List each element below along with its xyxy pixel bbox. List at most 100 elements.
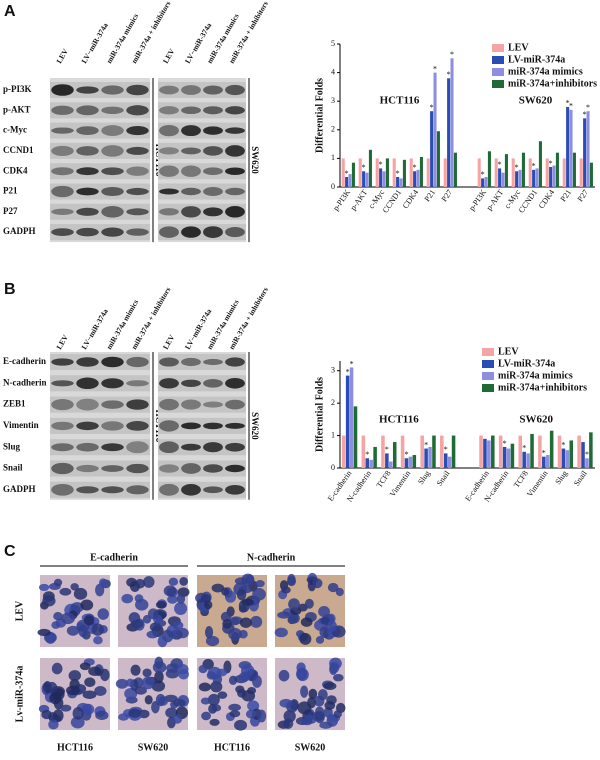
nucleus xyxy=(234,719,248,731)
nucleus xyxy=(176,664,189,675)
nucleus xyxy=(126,678,135,687)
bar xyxy=(504,154,508,187)
cell-line-label: SW620 xyxy=(138,742,169,753)
nucleus xyxy=(147,608,159,620)
bar xyxy=(581,442,585,468)
nucleus xyxy=(318,689,328,701)
nucleus xyxy=(209,718,220,726)
bar xyxy=(408,456,413,468)
blot-band xyxy=(126,441,149,454)
bar xyxy=(552,165,556,187)
bar xyxy=(481,178,485,187)
nucleus xyxy=(126,577,138,588)
bar xyxy=(535,168,539,187)
blot-band xyxy=(159,378,179,389)
bar xyxy=(447,456,452,468)
significance-star: * xyxy=(583,110,587,119)
bar xyxy=(389,461,393,468)
nucleus xyxy=(228,627,242,641)
bar xyxy=(502,446,507,468)
nucleus xyxy=(288,598,300,611)
blot-band xyxy=(181,399,201,410)
blot-band xyxy=(181,85,201,95)
cell-line-label: HCT116 xyxy=(57,742,93,753)
nucleus xyxy=(53,578,63,587)
protein-label: GADPH xyxy=(3,226,36,236)
blot-band xyxy=(181,206,201,218)
x-tick-label: Slug xyxy=(553,469,569,486)
nucleus xyxy=(53,709,64,722)
nucleus xyxy=(278,669,290,682)
significance-star: * xyxy=(586,103,590,112)
nucleus xyxy=(155,601,167,609)
protein-label: E-cadherin xyxy=(3,356,46,366)
blot-band xyxy=(76,187,99,196)
blot-strip xyxy=(50,354,150,370)
blot-band xyxy=(159,106,179,115)
blot-strip xyxy=(158,122,246,139)
bar xyxy=(369,459,373,468)
nucleus xyxy=(78,624,88,638)
lane-label: miR-374a + inhibitors xyxy=(227,285,270,351)
bar xyxy=(483,438,487,468)
nucleus xyxy=(130,664,141,676)
bar xyxy=(498,435,503,468)
nucleus xyxy=(329,662,340,673)
legend-label: LEV xyxy=(508,42,529,53)
blot-band xyxy=(51,358,74,366)
blot-band xyxy=(101,125,124,137)
blot-band xyxy=(225,442,245,452)
nucleus xyxy=(217,691,228,699)
blot-strip xyxy=(158,439,246,456)
blot-band xyxy=(101,465,124,472)
bar xyxy=(345,176,349,187)
blot-band xyxy=(76,146,99,156)
legend-label: miR-374a+inhibitors xyxy=(498,382,587,393)
significance-star: * xyxy=(444,445,448,454)
bar xyxy=(362,171,366,187)
nucleus xyxy=(241,598,254,607)
legend-swatch xyxy=(492,56,504,64)
bar xyxy=(430,111,434,187)
legend-swatch xyxy=(482,372,494,380)
x-tick-label: CDK4 xyxy=(537,188,556,210)
blot-strip xyxy=(158,142,246,159)
blot-band xyxy=(159,398,179,411)
nucleus xyxy=(142,614,152,624)
nucleus xyxy=(172,621,184,630)
bar xyxy=(589,432,593,468)
y-tick-label: 2 xyxy=(331,398,335,407)
bar xyxy=(341,435,346,468)
bar xyxy=(530,433,534,468)
bar xyxy=(515,171,519,187)
blot-band xyxy=(181,147,201,155)
blot-band xyxy=(203,442,223,453)
blot-strip xyxy=(158,203,246,220)
significance-star: * xyxy=(433,64,437,73)
nucleus xyxy=(144,695,153,705)
y-tick-label: 2 xyxy=(331,125,335,134)
x-tick-label: p-PI3K xyxy=(331,188,352,213)
protein-label: CCND1 xyxy=(3,145,34,155)
nucleus xyxy=(198,664,208,674)
blot-band xyxy=(126,146,149,155)
nucleus xyxy=(88,666,102,676)
blot-band xyxy=(101,227,124,237)
blot-band xyxy=(126,187,149,196)
bar xyxy=(487,151,491,187)
blot-band xyxy=(51,399,74,411)
blot-band xyxy=(225,206,245,218)
y-tick-label: 1 xyxy=(331,153,335,162)
blot-band xyxy=(159,483,179,496)
blot-strip xyxy=(50,396,150,413)
group-label: SW620 xyxy=(519,413,553,425)
nucleus xyxy=(324,701,336,710)
blot-band xyxy=(76,227,99,237)
x-tick-label: Snail xyxy=(572,468,589,487)
protein-label: Vimentin xyxy=(3,420,39,430)
marker-label: N-cadherin xyxy=(247,552,296,563)
nucleus xyxy=(176,592,186,605)
blot-band xyxy=(203,379,223,388)
y-tick-label: 3 xyxy=(331,96,335,105)
bar xyxy=(555,152,559,187)
